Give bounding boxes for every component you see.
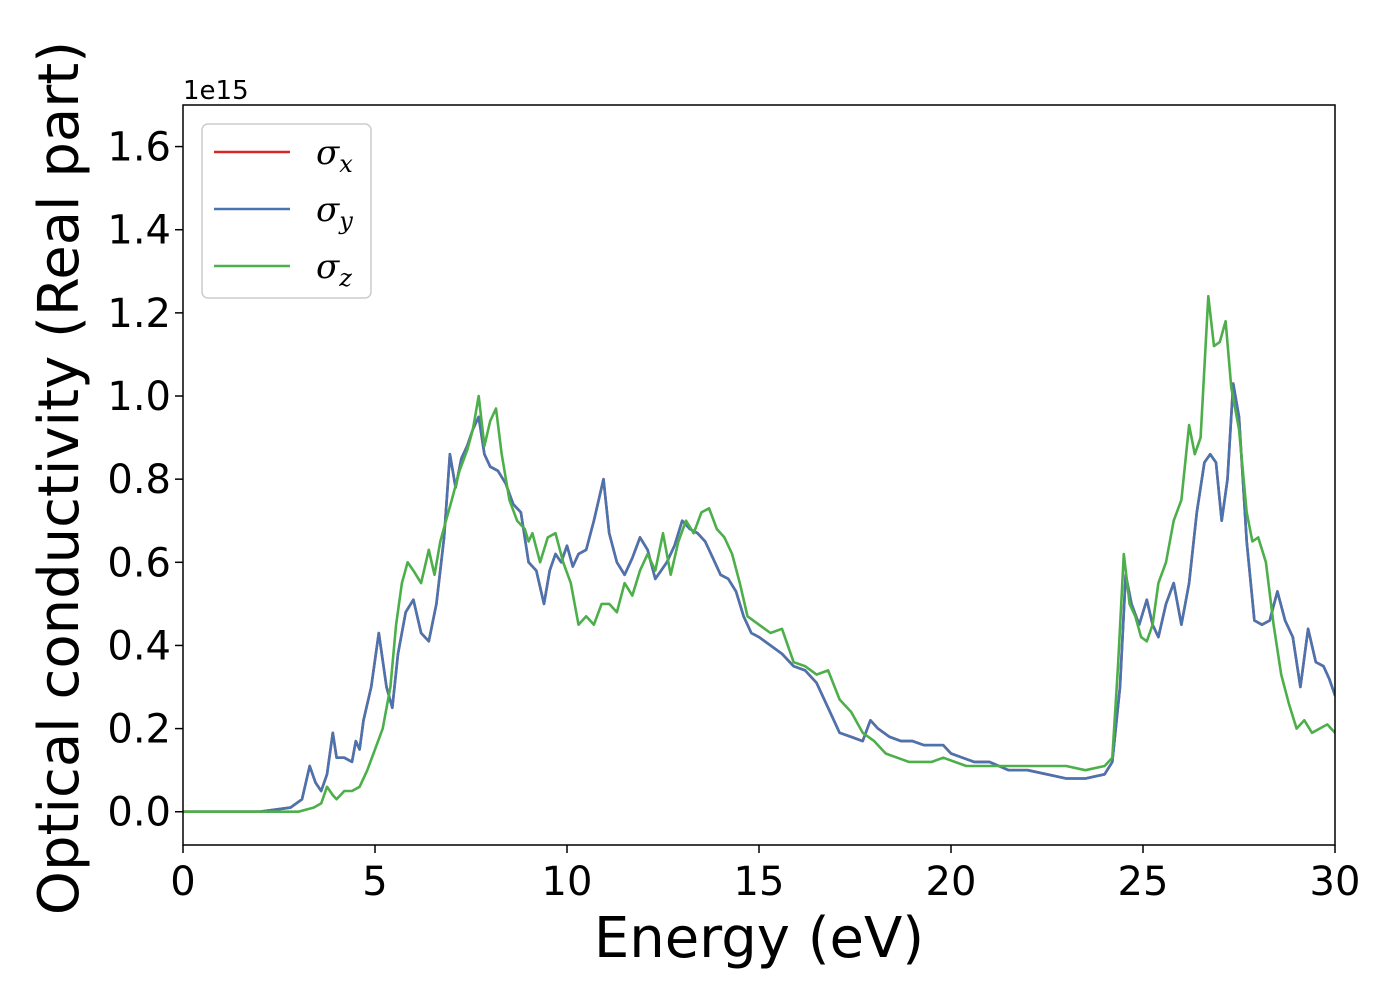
x-tick-label: 15 (734, 859, 785, 905)
series-line-y (183, 382, 1335, 814)
series-line-z (183, 294, 1335, 814)
x-tick-label: 10 (542, 859, 593, 905)
y-tick-label: 0.2 (107, 707, 171, 753)
legend-subscript: y (338, 207, 353, 235)
y-axis: 0.0 0.2 0.4 0.6 0.8 1.0 1.2 1.4 1.6 (107, 125, 183, 836)
y-tick-label: 0.8 (107, 457, 171, 503)
legend-frame (201, 123, 372, 299)
y-tick-label: 0.4 (107, 623, 171, 669)
y-tick-label: 0.0 (107, 790, 171, 836)
x-tick-label: 30 (1310, 859, 1361, 905)
plot-area (182, 104, 1336, 846)
legend-label-z: σz (316, 247, 352, 292)
series-layer (183, 294, 1335, 814)
x-axis: 0 5 10 15 20 25 30 (170, 845, 1360, 905)
x-axis-label: Energy (eV) (594, 906, 924, 971)
y-axis-label: Optical conductivity (Real part) (27, 41, 92, 915)
y-tick-label: 1.2 (107, 291, 171, 337)
y-offset-label: 1e15 (183, 76, 249, 106)
y-tick-label: 1.0 (107, 374, 171, 420)
legend-label-y: σy (316, 190, 353, 235)
legend-label-x: σx (316, 133, 353, 178)
x-tick-label: 25 (1118, 859, 1169, 905)
y-tick-label: 0.6 (107, 540, 171, 586)
legend-symbol: σ (316, 247, 340, 287)
x-tick-label: 0 (170, 859, 195, 905)
legend-subscript: x (339, 150, 353, 178)
legend-symbol: σ (316, 133, 340, 173)
legend-symbol: σ (316, 190, 340, 230)
legend-subscript: z (338, 264, 352, 292)
y-tick-label: 1.6 (107, 125, 171, 171)
y-tick-label: 1.4 (107, 208, 171, 254)
x-tick-label: 5 (362, 859, 387, 905)
x-tick-label: 20 (926, 859, 977, 905)
